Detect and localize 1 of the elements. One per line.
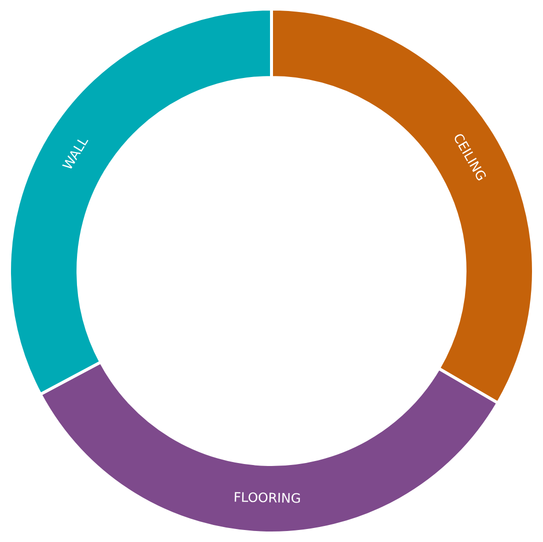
slice-label: FLOORING: [233, 490, 302, 507]
